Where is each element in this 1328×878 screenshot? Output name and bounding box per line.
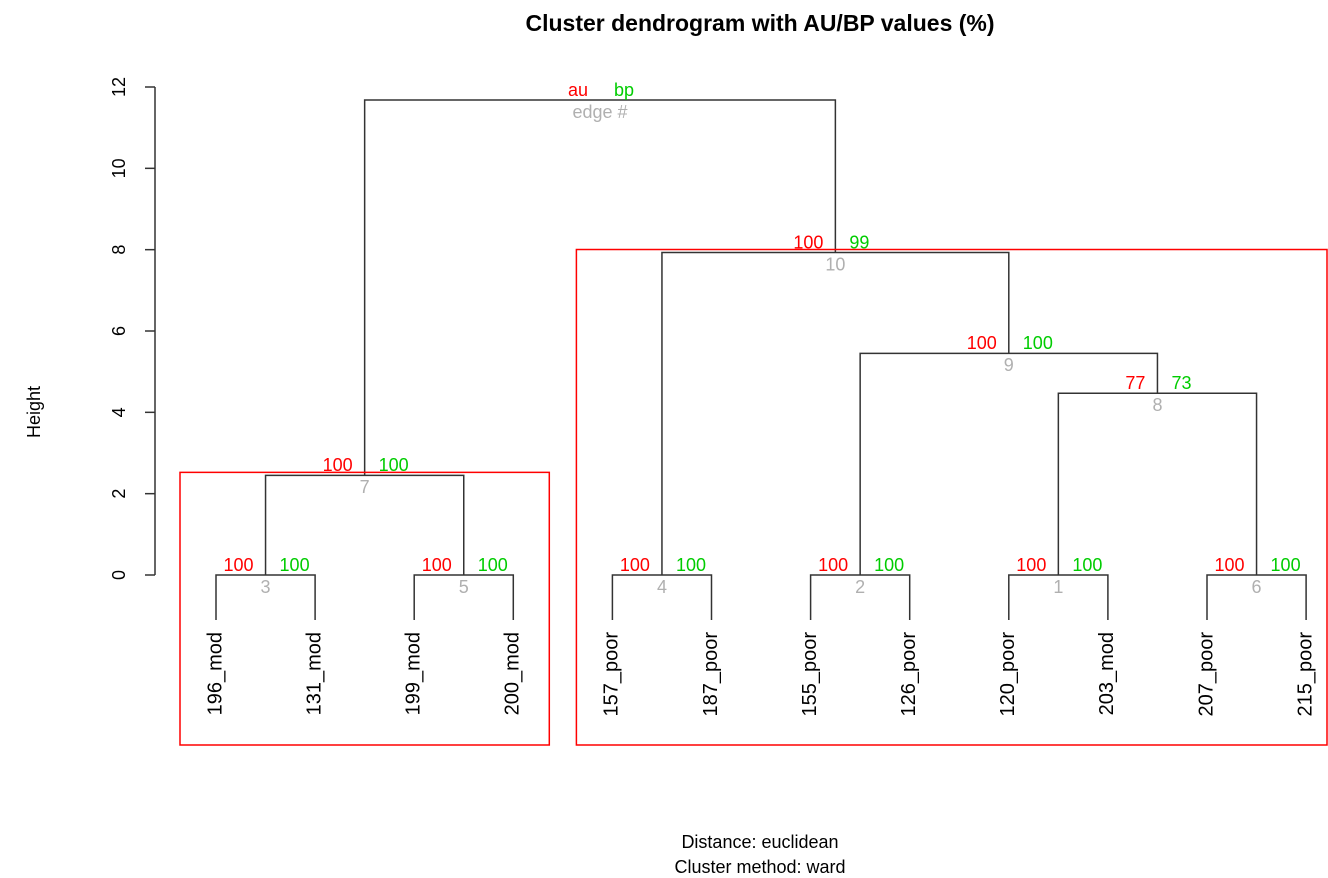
branch [859,352,1159,575]
leaf-label: 157_poor [601,632,623,717]
leaf-label: 131_mod [303,632,325,715]
edge-label: 9 [1004,355,1014,375]
bp-label: 100 [1072,555,1102,575]
y-tick-label: 6 [109,326,129,336]
branch [661,251,1010,575]
edge-label: 5 [459,577,469,597]
y-tick-label: 8 [109,245,129,255]
bp-label: 100 [1271,555,1301,575]
au-label: 100 [967,333,997,353]
legend-au: au [568,80,588,100]
bp-label: 99 [849,232,869,252]
y-tick-label: 12 [109,77,129,97]
bp-label: 100 [280,555,310,575]
y-tick-label: 10 [109,158,129,178]
branch [363,99,837,476]
branch [1057,392,1258,575]
y-tick-label: 4 [109,407,129,417]
au-label: 100 [1016,555,1046,575]
au-label: 100 [224,555,254,575]
branch [264,474,465,575]
x-axis-label: Distance: euclidean [681,832,838,852]
edge-label: 4 [657,577,667,597]
bp-label: 73 [1171,373,1191,393]
leaf-label: 155_poor [799,632,821,717]
leaf-label: 200_mod [502,632,524,715]
au-label: 100 [1215,555,1245,575]
y-tick-label: 2 [109,489,129,499]
edge-label: 3 [261,577,271,597]
au-label: 100 [818,555,848,575]
edge-label: 1 [1053,577,1063,597]
y-tick-label: 0 [109,570,129,580]
bp-label: 100 [676,555,706,575]
edge-label: 6 [1252,577,1262,597]
au-label: 100 [422,555,452,575]
bp-label: 100 [379,455,409,475]
leaf-label: 199_mod [402,632,424,715]
edge-label: 8 [1152,395,1162,415]
chart-title: Cluster dendrogram with AU/BP values (%) [525,10,994,36]
leaf-label: 126_poor [898,632,920,717]
au-label: 100 [793,232,823,252]
highlight-box [179,471,551,746]
x-axis-label: Cluster method: ward [674,857,845,877]
edge-label: 7 [360,477,370,497]
au-label: 100 [323,455,353,475]
bp-label: 100 [874,555,904,575]
edge-label: 2 [855,577,865,597]
leaf-label: 203_mod [1096,632,1118,715]
leaf-label: 196_mod [204,632,226,715]
bp-label: 100 [478,555,508,575]
leaf-label: 120_poor [997,632,1019,717]
leaf-label: 207_poor [1195,632,1217,717]
leaf-label: 187_poor [700,632,722,717]
legend-edge: edge # [572,102,627,122]
bp-label: 100 [1023,333,1053,353]
y-axis-label: Height [24,386,44,438]
legend-bp: bp [614,80,634,100]
leaf-label: 215_poor [1294,632,1316,717]
highlight-box [575,248,1328,746]
edge-label: 10 [825,254,845,274]
au-label: 100 [620,555,650,575]
au-label: 77 [1125,373,1145,393]
